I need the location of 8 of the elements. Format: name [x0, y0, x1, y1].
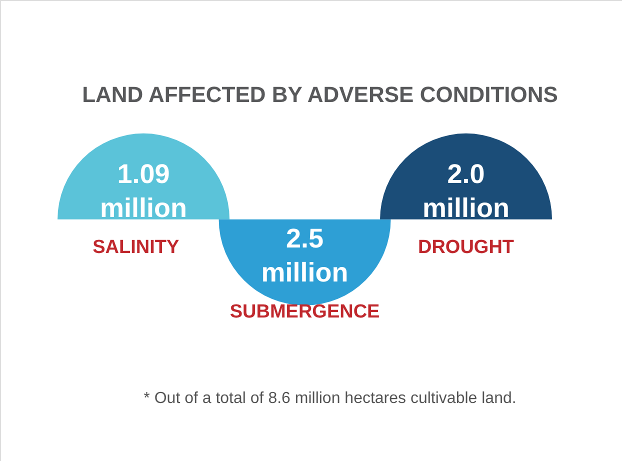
- text: * Out of a total of 8.6 million hectares cultivable land.: [144, 390, 516, 407]
- category-label: SUBMERGENCE: [230, 302, 380, 323]
- category-label: DROUGHT: [418, 237, 514, 258]
- data-label: 1.09 million: [100, 159, 188, 224]
- data-label: 2.0 million: [422, 159, 510, 224]
- text: LAND AFFECTED BY ADVERSE CONDITIONS: [82, 82, 558, 107]
- category-label: SALINITY: [92, 237, 180, 258]
- data-label: 2.5 million: [261, 224, 348, 288]
